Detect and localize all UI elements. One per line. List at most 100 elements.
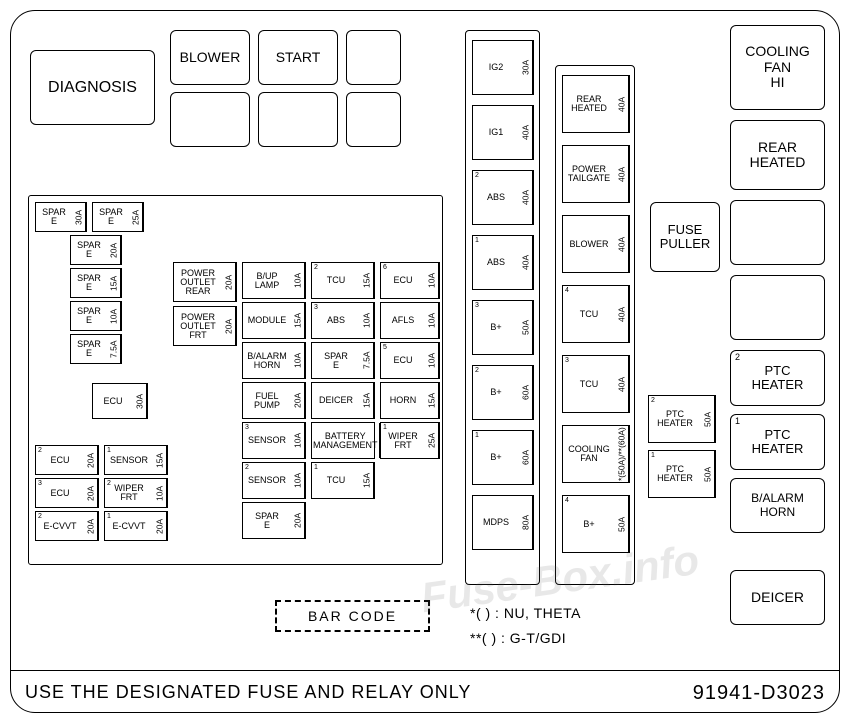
label: BLOWER	[563, 216, 615, 272]
fuse-mid3-1: AFLS10A	[380, 302, 440, 339]
amp: 10A	[153, 479, 167, 507]
amp: 15A	[107, 269, 121, 297]
label: 5ECU	[381, 343, 425, 378]
fuse-mid1-0: B/UPLAMP10A	[242, 262, 306, 299]
label: 4B+	[563, 496, 615, 552]
fuse-col-b-5: COOLINGFAN*(50A)/**(60A)	[562, 425, 630, 483]
sup-1: 1	[735, 417, 740, 427]
amp: 20A	[291, 503, 305, 538]
fuse-mid2-4: BATTERYMANAGEMENT	[311, 422, 375, 459]
label: 1B+	[473, 431, 519, 484]
fuse-ecu-row-1: 3ECU20A	[35, 478, 99, 508]
amp: 40A	[519, 236, 533, 289]
label: REARHEATED	[563, 76, 615, 132]
fuse-ecu-row-2: 2E-CVVT20A	[35, 511, 99, 541]
label: HORN	[381, 383, 425, 418]
fuse-ecu-big: ECU 30A	[92, 383, 148, 419]
fuse-col-b-2: BLOWER40A	[562, 215, 630, 273]
amp: 60A	[519, 366, 533, 419]
amp: 10A	[425, 263, 439, 298]
label: POWEROUTLETFRT	[174, 307, 222, 345]
relay-ptc-heater-2: 2 PTC HEATER	[730, 350, 825, 406]
legend-line2: **( ) : G-T/GDI	[470, 630, 566, 646]
amp: 20A	[84, 479, 98, 507]
fuse-sensor-0: 1SENSOR15A	[104, 445, 168, 475]
fuse-col-a-4: 3B+50A	[472, 300, 534, 355]
fuse-spare-3: SPARE15A	[70, 268, 122, 298]
label: AFLS	[381, 303, 425, 338]
relay-blank-1	[346, 30, 401, 85]
amp: 10A	[425, 303, 439, 338]
label: PTC HEATER	[752, 364, 804, 393]
amp: 10A	[107, 302, 121, 330]
label: 3ECU	[36, 479, 84, 507]
label: SPARE	[71, 269, 107, 297]
label: 3SENSOR	[243, 423, 291, 458]
fuse-sensor-1: 2WIPERFRT10A	[104, 478, 168, 508]
fuse-mid2-5: 1TCU15A	[311, 462, 375, 499]
label: DEICER	[312, 383, 360, 418]
fuse-mid3-4: 1WIPERFRT25A	[380, 422, 440, 459]
label: B/ALARMHORN	[243, 343, 291, 378]
relay-blank-6	[730, 275, 825, 340]
amp: 10A	[360, 303, 374, 338]
label: IG2	[473, 41, 519, 94]
amp: 10A	[425, 343, 439, 378]
label: 6ECU	[381, 263, 425, 298]
fuse-mid1-1: MODULE15A	[242, 302, 306, 339]
label: COOLINGFAN	[563, 426, 615, 482]
label: 1SENSOR	[105, 446, 153, 474]
fuse-col-a-0: IG230A	[472, 40, 534, 95]
fuse-mid2-1: 3ABS10A	[311, 302, 375, 339]
amp: 50A	[519, 301, 533, 354]
fuse-col-a-1: IG140A	[472, 105, 534, 160]
label: B/UPLAMP	[243, 263, 291, 298]
relay-blower: BLOWER	[170, 30, 250, 85]
relay-blank-4	[346, 92, 401, 147]
fuse-col-b-4: 3TCU40A	[562, 355, 630, 413]
amp: 10A	[291, 463, 305, 498]
label: 1E-CVVT	[105, 512, 153, 540]
amp: 15A	[360, 463, 374, 498]
fuse-mid1-4: 3SENSOR10A	[242, 422, 306, 459]
fuse-mid2-2: SPARE7.5A	[311, 342, 375, 379]
fuse-mid2-3: DEICER15A	[311, 382, 375, 419]
relay-ptc-heater-1: 1 PTC HEATER	[730, 414, 825, 470]
amp: 40A	[615, 286, 629, 342]
label: 1WIPERFRT	[381, 423, 425, 458]
fuse-mid1-2: B/ALARMHORN10A	[242, 342, 306, 379]
amp: 15A	[153, 446, 167, 474]
fuse-mid2-0: 2TCU15A	[311, 262, 375, 299]
fuse-mid1-6: SPARE20A	[242, 502, 306, 539]
amp: 20A	[107, 236, 121, 264]
sup-2: 2	[735, 353, 740, 363]
amp: 10A	[291, 263, 305, 298]
amp: 10A	[291, 423, 305, 458]
amp: 40A	[615, 216, 629, 272]
label: 3TCU	[563, 356, 615, 412]
label: POWERTAILGATE	[563, 146, 615, 202]
amp: 7.5A	[107, 335, 121, 363]
amp: 25A	[425, 423, 439, 458]
fuse-col-a-6: 1B+60A	[472, 430, 534, 485]
label: IG1	[473, 106, 519, 159]
fuse-mid3-3: HORN15A	[380, 382, 440, 419]
fuse-power-0: POWEROUTLETREAR20A	[173, 262, 237, 302]
fuse-spare-5: SPARE7.5A	[70, 334, 122, 364]
amp: 40A	[519, 171, 533, 224]
label: 2PTCHEATER	[649, 396, 701, 442]
label: POWEROUTLETREAR	[174, 263, 222, 301]
fuse-col-b-6: 4B+50A	[562, 495, 630, 553]
relay-balarm-horn: B/ALARM HORN	[730, 478, 825, 533]
fuse-spare-0: SPARE30A	[35, 202, 87, 232]
fuse-ptc-0: 2PTCHEATER50A	[648, 395, 716, 443]
amp: 40A	[615, 146, 629, 202]
amp: 15A	[360, 263, 374, 298]
fuse-ecu-row-0: 2ECU20A	[35, 445, 99, 475]
fuse-col-b-1: POWERTAILGATE40A	[562, 145, 630, 203]
amp: 10A	[291, 343, 305, 378]
label: PTC HEATER	[752, 428, 804, 457]
label: SPARE	[312, 343, 360, 378]
fuse-col-b-0: REARHEATED40A	[562, 75, 630, 133]
fuse-col-a-7: MDPS80A	[472, 495, 534, 550]
